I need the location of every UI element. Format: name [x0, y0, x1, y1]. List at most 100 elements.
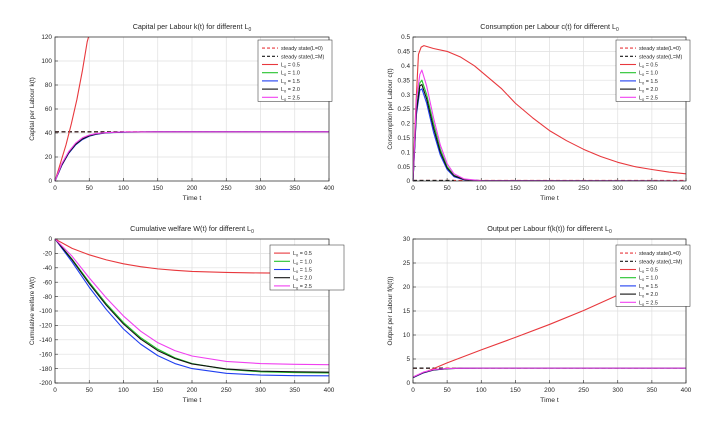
x-tick-label: 350 [647, 185, 658, 192]
y-tick-label: 0.15 [398, 135, 411, 142]
y-tick-label: 0 [48, 236, 52, 243]
x-tick-label: 250 [578, 387, 589, 394]
legend-label-value: = 0.5 [298, 251, 312, 257]
y-tick-label: 0.5 [401, 34, 410, 41]
chart-panel-1: 0 50 100 150 200 250 300 350 400 0 20 40 60 80 100 120 C… [29, 22, 335, 202]
x-tick-label: 200 [544, 185, 555, 192]
legend: steady state(L=0)steady state(L=M)L0 = 0… [615, 39, 691, 102]
legend-label: L0 = 0.5 [639, 268, 658, 275]
legend-label: L0 = 1.0 [281, 71, 300, 78]
legend-label-value: = 1.0 [298, 259, 312, 265]
y-tick-label: 120 [41, 34, 52, 41]
y-tick-label: -40 [43, 265, 53, 272]
chart-title-subscript: 0 [616, 27, 619, 33]
x-axis-label: Time t [540, 397, 559, 404]
series-line [55, 239, 329, 377]
legend-label-subscript: 0 [642, 269, 645, 274]
series-group [55, 37, 329, 181]
legend-label: L0 = 0.5 [293, 251, 312, 258]
legend-label-value: = 1.0 [644, 71, 658, 77]
legend-label-value: = 1.5 [644, 284, 658, 290]
y-tick-label: 80 [45, 82, 53, 89]
legend-label: steady state(L=M) [281, 54, 324, 60]
legend-label: L0 = 1.0 [639, 276, 658, 283]
series-line [413, 45, 686, 176]
x-axis-label: Time t [183, 195, 202, 202]
x-tick-label: 350 [647, 387, 658, 394]
series-group [55, 239, 329, 377]
legend-label-value: = 2.5 [286, 95, 300, 101]
x-tick-label: 300 [612, 387, 623, 394]
y-tick-label: 15 [403, 308, 411, 315]
legend-label-prefix: L [281, 71, 284, 77]
legend-label: L0 = 1.0 [639, 71, 658, 78]
legend-label-value: = 1.5 [644, 79, 658, 85]
y-tick-label: 5 [406, 356, 410, 363]
x-tick-label: 250 [578, 185, 589, 192]
legend-label: steady state(L=0) [639, 251, 681, 257]
legend-label-value: = 2.5 [644, 300, 658, 306]
x-tick-label: 0 [411, 387, 415, 394]
legend-label-prefix: L [639, 79, 642, 85]
legend-label-subscript: 0 [296, 285, 299, 290]
legend-label-prefix: L [293, 284, 296, 290]
x-tick-label: 100 [118, 387, 129, 394]
legend-label-subscript: 0 [642, 277, 645, 282]
legend-label-prefix: L [639, 71, 642, 77]
chart-title: Consumption per Labour c(t) for differen… [480, 22, 619, 33]
legend-label-subscript: 0 [642, 64, 645, 69]
y-tick-label: 0.1 [401, 149, 410, 156]
legend-label-subscript: 0 [296, 269, 299, 274]
legend-label: steady state(L=M) [639, 54, 682, 60]
chart-title-main: Capital per Labour k(t) for different L [133, 22, 249, 31]
legend-label-prefix: L [293, 276, 296, 282]
legend-label: L0 = 2.5 [639, 300, 658, 307]
y-tick-label: 0.2 [401, 121, 410, 128]
legend-label-prefix: L [293, 259, 296, 265]
x-tick-label: 150 [152, 387, 163, 394]
chart-panel-3: 0 50 100 150 200 250 300 350 400-200-180-160-140… [29, 224, 345, 404]
legend-box [615, 39, 691, 102]
y-tick-label: -140 [39, 337, 52, 344]
x-tick-label: 100 [476, 185, 487, 192]
legend-label-subscript: 0 [284, 72, 287, 77]
y-tick-label: -160 [39, 351, 52, 358]
legend-label-subscript: 0 [642, 294, 645, 299]
legend-label-value: = 2.0 [644, 87, 658, 93]
legend-label-prefix: L [293, 268, 296, 274]
series-group [413, 45, 686, 181]
axes-box [412, 238, 687, 384]
legend-label-subscript: 0 [284, 97, 287, 102]
legend-label-value: = 2.0 [298, 276, 312, 282]
legend-label-subscript: 0 [642, 97, 645, 102]
y-tick-label: 0.05 [398, 164, 411, 171]
legend-label-subscript: 0 [642, 80, 645, 85]
chart-title-subscript: 0 [251, 229, 254, 235]
legend-label-prefix: L [639, 95, 642, 101]
chart-title-subscript: 0 [609, 229, 612, 235]
legend-label: steady state(L=0) [639, 46, 681, 52]
legend-label: L0 = 2.0 [639, 87, 658, 94]
legend-label-subscript: 0 [642, 89, 645, 94]
legend-label-prefix: L [293, 251, 296, 257]
x-tick-label: 300 [255, 185, 266, 192]
series-line [55, 239, 329, 366]
y-tick-label: -80 [43, 294, 53, 301]
legend-label: L0 = 1.5 [281, 79, 300, 86]
legend-label-prefix: L [639, 292, 642, 298]
legend-label-prefix: L [639, 300, 642, 306]
legend-label-value: = 0.5 [644, 268, 658, 274]
legend-label-prefix: L [281, 79, 284, 85]
x-tick-label: 100 [476, 387, 487, 394]
y-tick-label: 0.4 [401, 63, 410, 70]
x-tick-label: 150 [510, 387, 521, 394]
legend-label: L0 = 2.5 [639, 95, 658, 102]
chart-title: Output per Labour f(k(t)) for different … [487, 224, 612, 235]
legend-label-value: = 2.0 [644, 292, 658, 298]
x-tick-label: 200 [544, 387, 555, 394]
legend-label: L0 = 2.0 [639, 292, 658, 299]
x-tick-label: 200 [187, 387, 198, 394]
legend-label-prefix: L [639, 268, 642, 274]
legend-label: L0 = 2.5 [293, 284, 312, 291]
